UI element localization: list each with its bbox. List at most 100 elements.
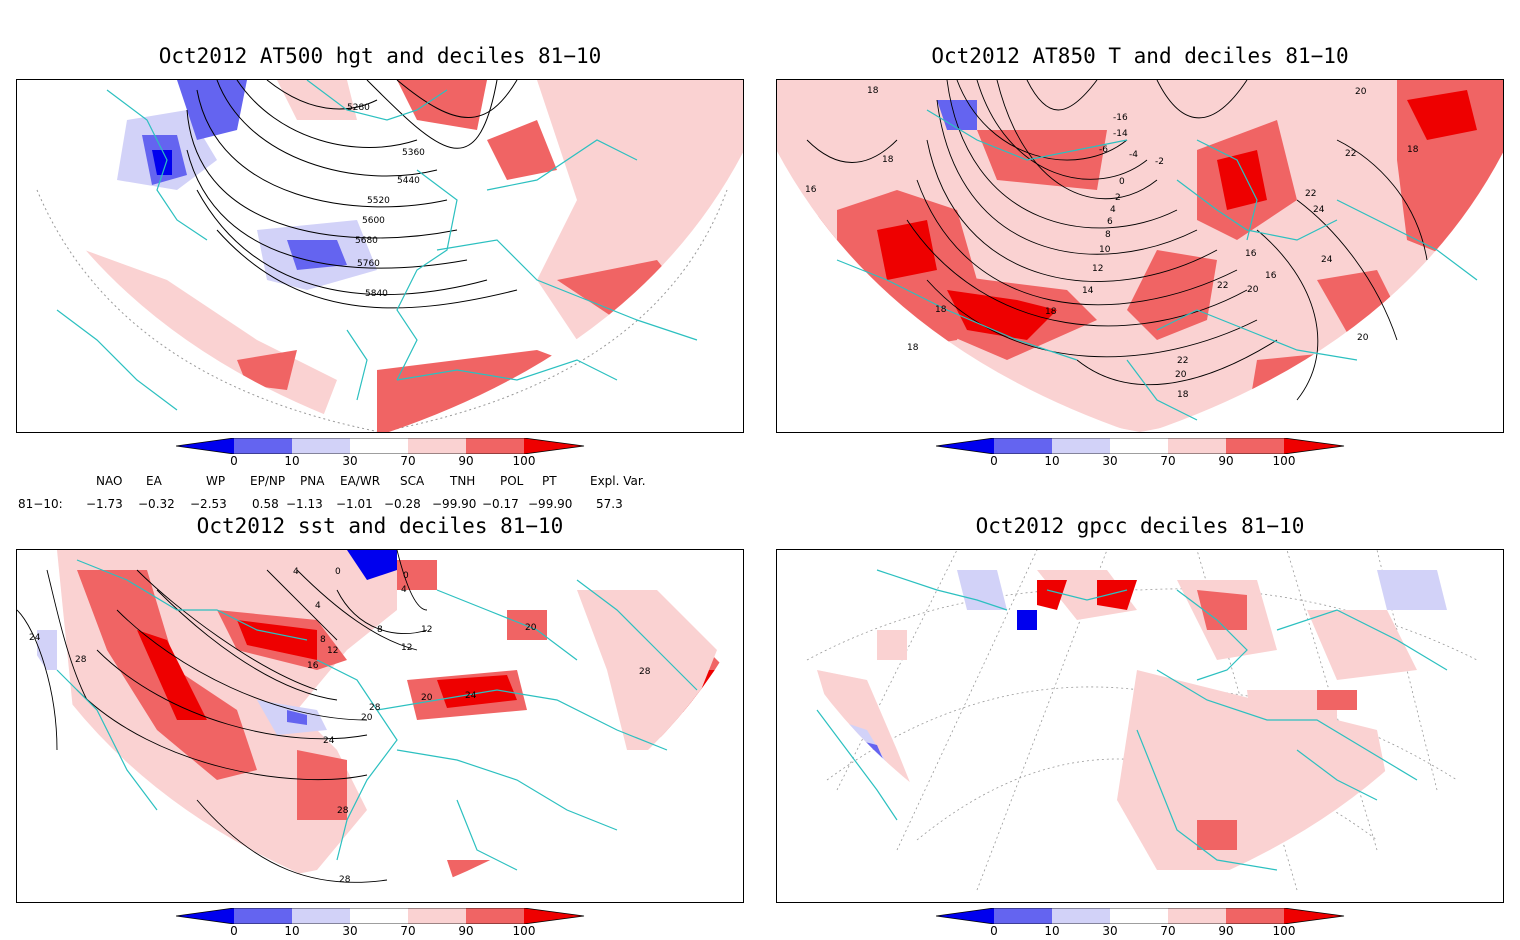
colorbar-label: 10	[284, 454, 300, 468]
contour-label: -14	[1113, 129, 1128, 139]
colorbar-label: 70	[1160, 924, 1176, 938]
contour-label: 16	[307, 661, 319, 671]
contour-label: 28	[369, 703, 381, 713]
index-value-tnh: −99.90	[432, 497, 477, 511]
contour-label: -6	[1099, 145, 1108, 155]
contour-label: 6	[1107, 217, 1113, 227]
contour-label: 22	[1177, 356, 1188, 366]
colorbar-label: 0	[230, 454, 238, 468]
colorbar-label: 10	[1044, 924, 1060, 938]
panel-title-sst: Oct2012 sst and deciles 81−10	[196, 514, 564, 538]
colorbar-label: 90	[458, 454, 474, 468]
map-t850: 18 18 16 -6 -4 -2 0 2 4 6 8 10 12 14 16 …	[776, 79, 1504, 433]
index-value-pt: −99.90	[528, 497, 573, 511]
contour-label: 2	[1115, 193, 1121, 203]
decile-shading	[817, 570, 1447, 870]
contour-label: 8	[377, 625, 383, 635]
colorbar-t850: 0 10 30 70 90 100	[935, 437, 1356, 470]
index-header-sca: SCA	[400, 474, 425, 488]
index-header-pt: PT	[542, 474, 557, 488]
contour-label: 12	[401, 643, 412, 653]
contour-label: 5680	[355, 236, 378, 246]
index-value-sca: −0.28	[384, 497, 421, 511]
colorbar-label: 70	[400, 454, 416, 468]
contour-label: 0	[335, 567, 341, 577]
index-value-pol: −0.17	[482, 497, 519, 511]
contour-label: 5600	[362, 216, 385, 226]
contour-labels: 18 18 16 -6 -4 -2 0 2 4 6 8 10 12 14 16 …	[805, 86, 1419, 400]
contour-label: 24	[323, 736, 335, 746]
contour-label: 20	[361, 713, 373, 723]
contour-label: 18	[1407, 145, 1419, 155]
contour-label: 12	[327, 646, 338, 656]
index-header-nao: NAO	[96, 474, 123, 488]
index-value-nao: −1.73	[86, 497, 123, 511]
contour-label: 4	[401, 585, 407, 595]
colorbar-hgt500: 0 10 30 70 90 100	[175, 437, 596, 470]
colorbar-label: 90	[458, 924, 474, 938]
contour-label: 24	[29, 633, 41, 643]
map-sst: 24 28 4 8 12 16 20 24 28 28 20 24 12 4 0…	[16, 549, 744, 903]
temperature-contours	[806, 80, 1428, 401]
index-value-expl-var: 57.3	[596, 497, 623, 511]
colorbar-label: 0	[990, 454, 998, 468]
contour-label: 28	[639, 667, 651, 677]
index-header-tnh: TNH	[450, 474, 476, 488]
contour-label: 20	[1357, 333, 1369, 343]
contour-label: -4	[1129, 150, 1138, 160]
contour-label: 12	[1092, 264, 1103, 274]
contour-label: 28	[339, 875, 351, 885]
sst-contours	[17, 550, 428, 883]
decile-shading	[37, 550, 727, 890]
contour-label: 20	[525, 623, 537, 633]
colorbar-label: 30	[342, 924, 358, 938]
colorbar-label: 30	[1102, 924, 1118, 938]
contour-label: 0	[1119, 177, 1125, 187]
colorbar-label: 0	[990, 924, 998, 938]
colorbar-label: 70	[1160, 454, 1176, 468]
contour-label: 16	[805, 185, 817, 195]
contour-label: 16	[1245, 249, 1257, 259]
contour-label: 4	[1110, 205, 1116, 215]
contour-label: 5440	[397, 176, 420, 186]
contour-label: 20	[421, 693, 433, 703]
contour-label: 12	[421, 625, 432, 635]
index-header-wp: WP	[206, 474, 226, 488]
colorbar-label: 0	[230, 924, 238, 938]
decile-shading	[57, 80, 743, 432]
colorbar-label: 90	[1218, 924, 1234, 938]
index-header-epnp: EP/NP	[250, 474, 286, 488]
contour-label: 5280	[347, 103, 370, 113]
colorbar-label: 100	[512, 924, 536, 938]
hemisphere-outline	[36, 189, 728, 432]
contour-label: 18	[882, 155, 894, 165]
contour-label: 5760	[357, 259, 380, 269]
contour-label: 24	[1321, 255, 1333, 265]
index-value-wp: −2.53	[190, 497, 227, 511]
contour-label: 8	[1105, 230, 1111, 240]
colorbar-label: 30	[1102, 454, 1118, 468]
index-row-label: 81−10:	[18, 497, 63, 511]
contour-label: 28	[75, 655, 87, 665]
contour-label: 10	[1099, 245, 1111, 255]
contour-label: 24	[465, 691, 477, 701]
contour-label: 24	[1313, 205, 1325, 215]
contour-label: -16	[1113, 113, 1128, 123]
colorbar-gpcc: 0 10 30 70 90 100	[935, 907, 1356, 940]
index-value-pna: −1.13	[286, 497, 323, 511]
decile-shading	[777, 80, 1503, 432]
colorbar-label: 70	[400, 924, 416, 938]
contour-label: 4	[315, 601, 321, 611]
contour-label: 28	[337, 806, 349, 816]
panel-title-t850: Oct2012 AT850 T and deciles 81−10	[931, 44, 1349, 68]
colorbar-label: 10	[284, 924, 300, 938]
contour-labels: 24 28 4 8 12 16 20 24 28 28 20 24 12 4 0…	[29, 567, 651, 885]
colorbar-label: 100	[1272, 454, 1296, 468]
colorbar-sst: 0 10 30 70 90 100	[175, 907, 596, 940]
contour-label: 22	[1305, 189, 1316, 199]
colorbar-label: 90	[1218, 454, 1234, 468]
contour-label: 22	[1217, 281, 1228, 291]
index-header-expl-var: Expl. Var.	[590, 474, 646, 488]
index-value-eawr: −1.01	[336, 497, 373, 511]
coastlines	[816, 569, 1448, 871]
